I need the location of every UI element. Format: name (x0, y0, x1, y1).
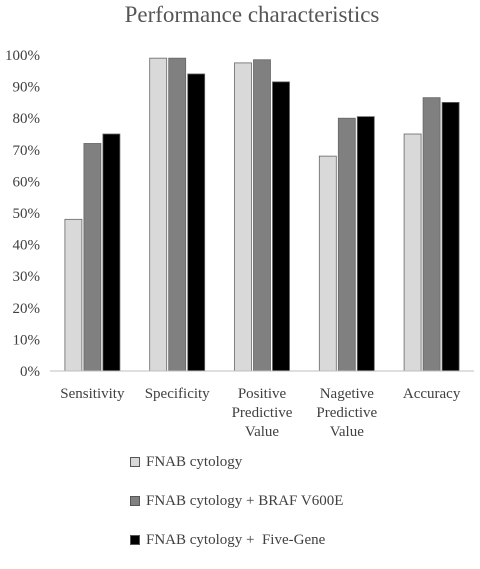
y-tick-label: 90% (13, 80, 41, 96)
legend: FNAB cytology FNAB cytology + BRAF V600E… (130, 452, 343, 569)
legend-item-five-gene: FNAB cytology + Five-Gene (130, 530, 343, 550)
legend-label-braf: FNAB cytology + BRAF V600E (146, 492, 344, 509)
bar-series-1-cat-3 (337, 117, 356, 372)
x-category-label: Accuracy (403, 386, 461, 402)
y-tick-label: 0% (20, 364, 40, 380)
x-category-label: Nagetive (320, 386, 374, 402)
bar-series-2-cat-4 (441, 102, 460, 372)
bar-series-2-cat-2 (272, 81, 290, 372)
x-category-label: Sensitivity (60, 386, 125, 402)
legend-swatch-five-gene (130, 535, 140, 545)
y-tick-label: 20% (13, 301, 41, 317)
y-tick-label: 40% (13, 238, 41, 254)
x-category-label: Value (330, 424, 364, 440)
x-category-label: Value (245, 424, 279, 440)
bar-series-1-cat-2 (253, 59, 271, 372)
bar-series-1-cat-0 (83, 143, 102, 372)
x-category-label: Specificity (145, 386, 210, 402)
x-category-label: Positive (238, 386, 287, 402)
y-tick-label: 60% (13, 174, 41, 190)
bar-chart: Performance characteristics 0% 10% 20% 30% 4… (5, 2, 474, 440)
bar-series-0-cat-1 (149, 57, 168, 372)
x-category-label: Predictive (316, 405, 377, 421)
y-tick-label: 30% (13, 269, 41, 285)
bar-series-0-cat-4 (403, 133, 422, 372)
bar-series-1-cat-1 (168, 57, 187, 372)
y-tick-label: 10% (13, 332, 41, 348)
y-tick-label: 100% (5, 48, 40, 64)
legend-item-fnab: FNAB cytology (130, 452, 343, 472)
y-tick-label: 70% (13, 143, 41, 159)
y-tick-label: 50% (13, 206, 41, 222)
y-tick-label: 80% (13, 111, 41, 127)
legend-item-braf: FNAB cytology + BRAF V600E (130, 491, 343, 511)
bar-series-1-cat-4 (422, 97, 441, 372)
legend-label-fnab: FNAB cytology (146, 453, 243, 470)
chart-title: Performance characteristics (125, 2, 380, 27)
bar-series-2-cat-3 (356, 116, 375, 372)
bar-series-0-cat-0 (64, 218, 83, 372)
bar-series-2-cat-0 (102, 133, 121, 372)
legend-label-five-gene: FNAB cytology + Five-Gene (146, 531, 326, 548)
bar-series-2-cat-1 (187, 73, 206, 372)
x-category-label: Predictive (232, 405, 293, 421)
bar-series-0-cat-2 (234, 62, 252, 372)
bar-series-0-cat-3 (318, 155, 337, 372)
legend-swatch-fnab (130, 457, 140, 467)
legend-swatch-braf (130, 496, 140, 506)
